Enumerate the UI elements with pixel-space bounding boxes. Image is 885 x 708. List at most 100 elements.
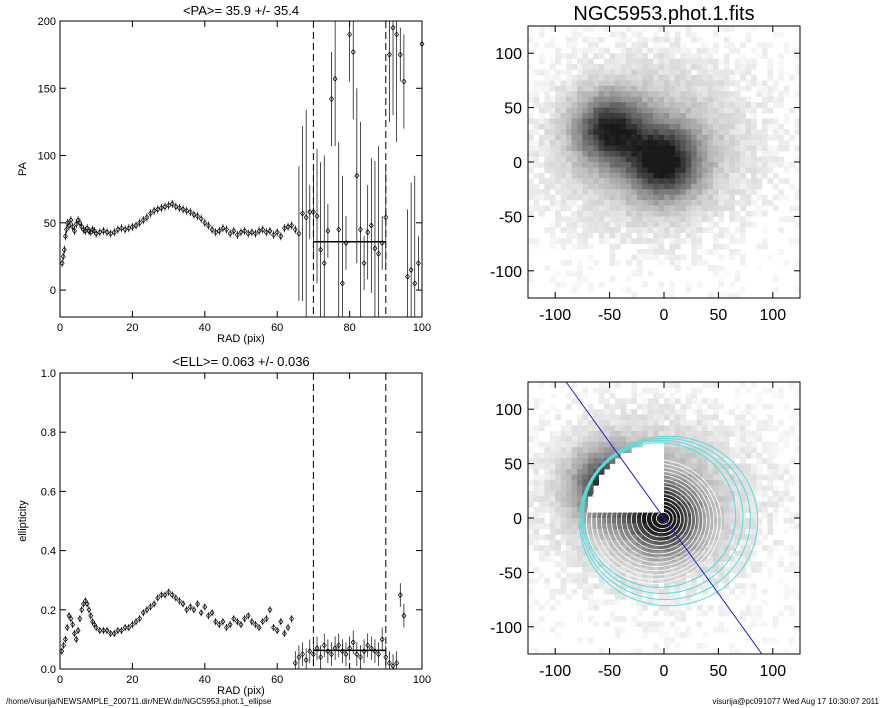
image2-pixel [740,610,746,617]
image1-pixel [772,123,779,130]
image1-pixel [609,80,616,87]
image2-pixel [571,577,578,584]
image2-pixel [571,485,578,492]
image2-pixel [620,441,627,448]
image2-pixel [674,430,681,437]
image1-pixel [734,64,741,70]
image1-pixel [642,53,648,59]
image1-pixel [549,243,556,250]
image2-pixel [669,474,676,481]
image1-pixel [631,47,638,54]
image2-pixel [707,534,714,541]
image2-pixel [636,392,643,399]
image2-pixel [571,430,578,437]
image1-pixel [615,91,621,98]
image1-pixel [647,178,654,185]
image1-pixel [778,189,784,195]
image2-pixel [582,436,589,443]
image1-pixel [751,102,757,108]
image2-pixel [740,420,746,426]
image1-pixel [642,221,648,228]
image1-pixel [538,205,545,212]
image2-pixel [576,572,583,579]
image1-pixel [664,151,670,157]
image1-x-tick-label: 100 [759,307,786,324]
image2-pixel [576,490,583,497]
image2-pixel [761,637,768,644]
image1-pixel [729,292,736,298]
image2-pixel [555,430,561,437]
image1-pixel [691,178,697,185]
image1-pixel [794,129,800,136]
image2-pixel [756,539,763,546]
image1-pixel [691,156,697,163]
image1-pixel [566,238,572,244]
image1-pixel [587,42,594,49]
image1-pixel [685,287,692,293]
image1-pixel [625,123,632,130]
image2-pixel [642,626,648,633]
image1-pixel [587,85,594,92]
image2-pixel [587,528,594,535]
image1-pixel [653,123,659,130]
image2-pixel [751,479,757,486]
image2-pixel [609,436,616,443]
image2-pixel [712,469,719,475]
image2-pixel [533,479,540,486]
image1-pixel [576,270,583,277]
image2-pixel [538,534,545,541]
image2-pixel [658,545,665,551]
image2-pixel [702,534,708,541]
image1-pixel [767,26,774,32]
ell-data-point [383,654,389,661]
image2-pixel [664,425,670,432]
image1-pixel [669,53,676,59]
image1-pixel [544,151,551,157]
ell-data-point [358,654,363,661]
image2-pixel [680,409,687,415]
image1-pixel [685,129,692,136]
image1-pixel [582,200,589,206]
image2-pixel [631,523,638,530]
image1-pixel [642,134,648,141]
image2-pixel [734,512,741,519]
image1-pixel [685,156,692,163]
image2-pixel [691,523,697,530]
image2-pixel [691,534,697,541]
image1-pixel [609,259,616,266]
image2-pixel [604,441,610,448]
image2-pixel [664,441,670,448]
image2-pixel [664,545,670,551]
image2-pixel [669,556,676,562]
image1-pixel [609,91,616,98]
ell-data-point [285,624,291,631]
image2-pixel [702,588,708,595]
image1-pixel [549,227,556,234]
image2-pixel [664,485,670,492]
image1-pixel [642,249,648,255]
pa-data-point [205,222,211,229]
image1-pixel [729,151,736,157]
image1-pixel [745,194,752,201]
image2-pixel [783,469,790,475]
image1-pixel [723,26,730,32]
image1-pixel [740,254,746,261]
image1-pixel [712,123,719,130]
image1-pixel [702,156,708,163]
image1-pixel [566,91,572,98]
image2-pixel [636,518,643,524]
image1-pixel [598,194,605,201]
pa-x-tick-label: 80 [343,322,355,334]
image2-pixel [680,436,687,443]
image1-pixel [544,183,551,190]
image1-pixel [707,96,714,103]
image2-pixel [685,556,692,562]
image2-pixel [674,539,681,546]
image1-pixel [734,151,741,157]
ell-data-point [158,591,164,599]
image1-pixel [647,113,654,119]
image2-pixel [691,539,697,546]
image2-pixel [674,387,681,394]
image1-pixel [778,53,784,59]
pa-data-point [390,24,396,31]
